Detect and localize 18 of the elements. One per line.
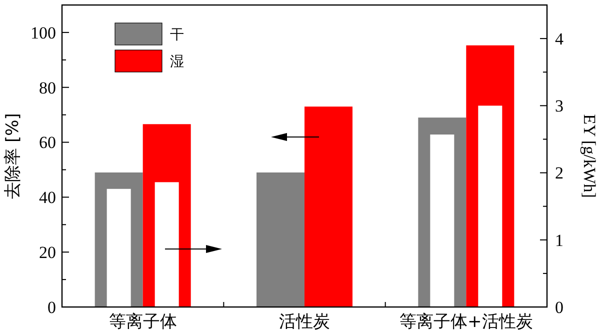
y2-axis-title: EY [g/kWh] (580, 114, 599, 198)
y-tick-label: 20 (39, 243, 56, 262)
x-tick-label: 等离子体 (108, 312, 177, 332)
y-tick-label: 60 (39, 133, 56, 152)
x-tick-label: 活性炭 (279, 312, 330, 332)
y-axis-title: 去除率 [%] (3, 113, 23, 199)
y-tick-label: 0 (48, 298, 56, 317)
y2-tick-label: 3 (555, 96, 564, 116)
y2-tick-label: 2 (555, 164, 564, 183)
y-tick-label: 40 (39, 188, 56, 208)
y2-tick-label: 1 (555, 230, 564, 250)
y2-tick-label: 4 (555, 30, 564, 49)
legend-label: 干 (170, 26, 184, 43)
legend-label: 湿 (170, 54, 184, 70)
x-tick-label: 等离子体+活性炭 (400, 312, 533, 332)
y-tick-label: 100 (30, 23, 56, 42)
y-tick-label: 80 (39, 78, 56, 98)
y2-tick-label: 0 (555, 298, 564, 317)
